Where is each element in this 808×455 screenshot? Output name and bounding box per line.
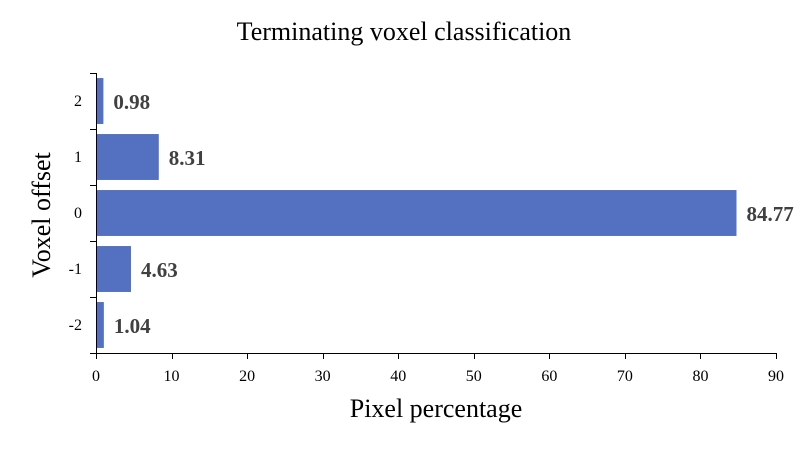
x-tick-label: 0 [92, 368, 100, 385]
x-tick-label: 50 [466, 368, 482, 385]
y-tick-label: 0 [74, 205, 82, 222]
data-label: 84.77 [746, 202, 793, 226]
data-label: 8.31 [169, 146, 206, 170]
x-tick-label: 10 [164, 368, 180, 385]
data-label: 1.04 [114, 314, 151, 338]
data-label: 4.63 [141, 258, 178, 282]
y-tick-label: 1 [74, 149, 82, 166]
bar [96, 190, 737, 236]
data-label: 0.98 [113, 90, 150, 114]
y-tick-label: 2 [74, 93, 82, 110]
bar [96, 134, 159, 180]
x-tick-label: 20 [239, 368, 255, 385]
x-tick-label: 30 [315, 368, 331, 385]
x-tick-label: 60 [541, 368, 557, 385]
y-tick-label: -1 [69, 261, 82, 278]
bar [96, 78, 104, 124]
chart-title: Terminating voxel classification [237, 17, 572, 46]
plot-area: 0.98 2 8.31 1 84.77 0 4.63 -1 1.04 -2 0 10 20 30 40 50 6… [69, 73, 794, 385]
x-tick-label: 90 [768, 368, 784, 385]
x-tick-label: 40 [390, 368, 406, 385]
bar [96, 246, 131, 292]
x-axis-label: Pixel percentage [350, 394, 523, 423]
y-tick-label: -2 [69, 317, 82, 334]
x-tick-label: 70 [617, 368, 633, 385]
x-tick-label: 80 [692, 368, 708, 385]
bar [96, 302, 104, 348]
y-axis-label: Voxel offset [27, 152, 56, 278]
